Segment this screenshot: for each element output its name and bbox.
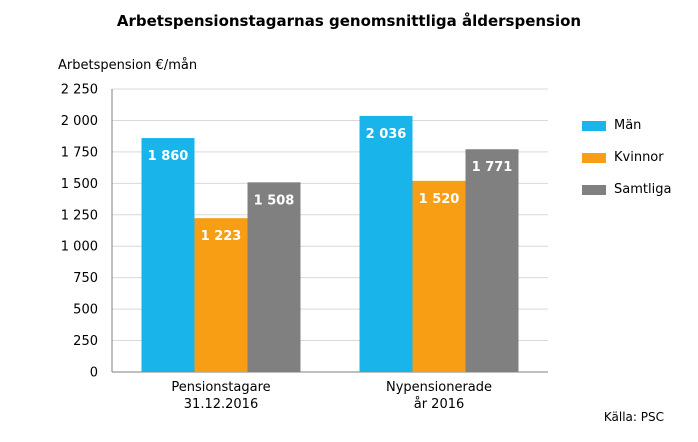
legend-item-kvinnor: Kvinnor: [582, 149, 671, 166]
legend-label-man: Män: [614, 118, 642, 133]
y-tick-label: 500: [73, 303, 98, 318]
bar: [359, 115, 413, 372]
bar: [465, 149, 519, 372]
x-tick-label: Pensionstagare: [171, 380, 270, 395]
data-label: 1 223: [201, 229, 242, 244]
y-tick-label: 1 000: [61, 240, 98, 255]
data-label: 1 860: [148, 149, 189, 164]
x-tick-label: Nypensionerade: [386, 380, 492, 395]
y-tick-label: 1 750: [61, 145, 98, 160]
y-tick-label: 750: [73, 271, 98, 286]
legend-item-samtliga: Samtliga: [582, 181, 671, 198]
bar: [247, 182, 301, 372]
x-tick-label: 31.12.2016: [184, 397, 258, 412]
data-label: 1 508: [254, 193, 295, 208]
legend-swatch-kvinnor: [582, 152, 606, 163]
y-tick-label: 2 250: [61, 83, 98, 98]
legend-label-samtliga: Samtliga: [614, 182, 672, 197]
y-tick-label: 2 000: [61, 114, 98, 129]
legend: Män Kvinnor Samtliga: [582, 117, 671, 213]
y-tick-label: 250: [73, 334, 98, 349]
legend-label-kvinnor: Kvinnor: [614, 150, 664, 165]
source-note: Källa: PSC: [603, 410, 664, 424]
y-axis-label: Arbetspension €/mån: [58, 58, 198, 73]
legend-swatch-man: [582, 120, 606, 131]
bar: [194, 218, 248, 372]
bar: [412, 180, 466, 372]
bar: [141, 138, 195, 372]
data-label: 1 520: [419, 192, 460, 207]
chart-title: Arbetspensionstagarnas genomsnittliga ål…: [116, 12, 582, 30]
data-label: 1 771: [472, 160, 513, 175]
x-tick-label: år 2016: [414, 397, 465, 412]
legend-swatch-samtliga: [582, 184, 606, 195]
data-label: 2 036: [366, 127, 407, 142]
legend-item-man: Män: [582, 117, 671, 134]
y-tick-label: 1 250: [61, 208, 98, 223]
y-tick-label: 1 500: [61, 177, 98, 192]
y-tick-label: 0: [90, 366, 98, 381]
